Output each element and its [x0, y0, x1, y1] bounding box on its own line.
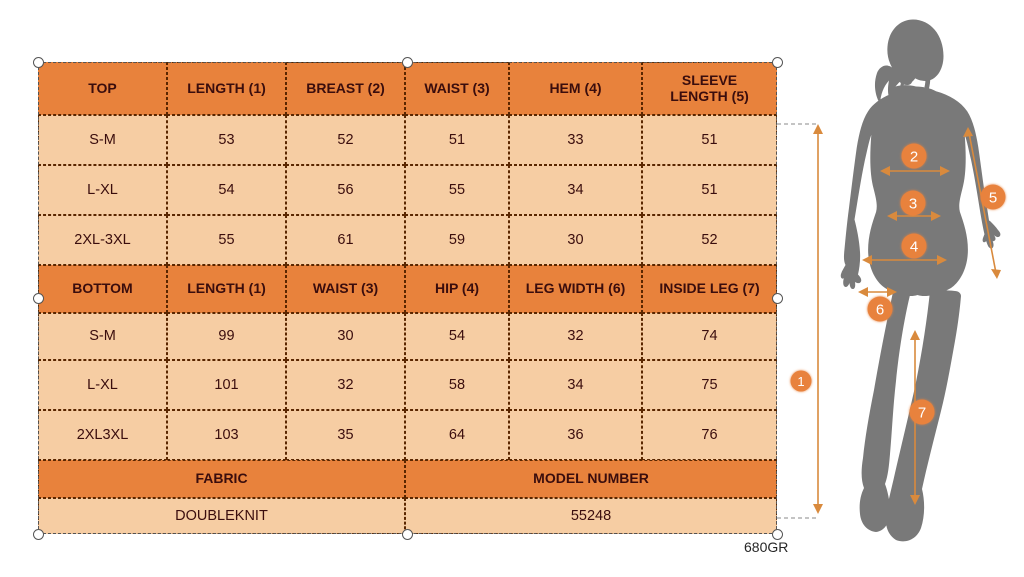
svg-text:7: 7	[918, 405, 926, 422]
svg-text:5: 5	[989, 190, 997, 207]
svg-text:6: 6	[876, 302, 884, 319]
svg-text:4: 4	[910, 239, 918, 256]
svg-text:3: 3	[909, 196, 917, 213]
svg-text:1: 1	[797, 374, 804, 389]
svg-text:2: 2	[910, 149, 918, 166]
